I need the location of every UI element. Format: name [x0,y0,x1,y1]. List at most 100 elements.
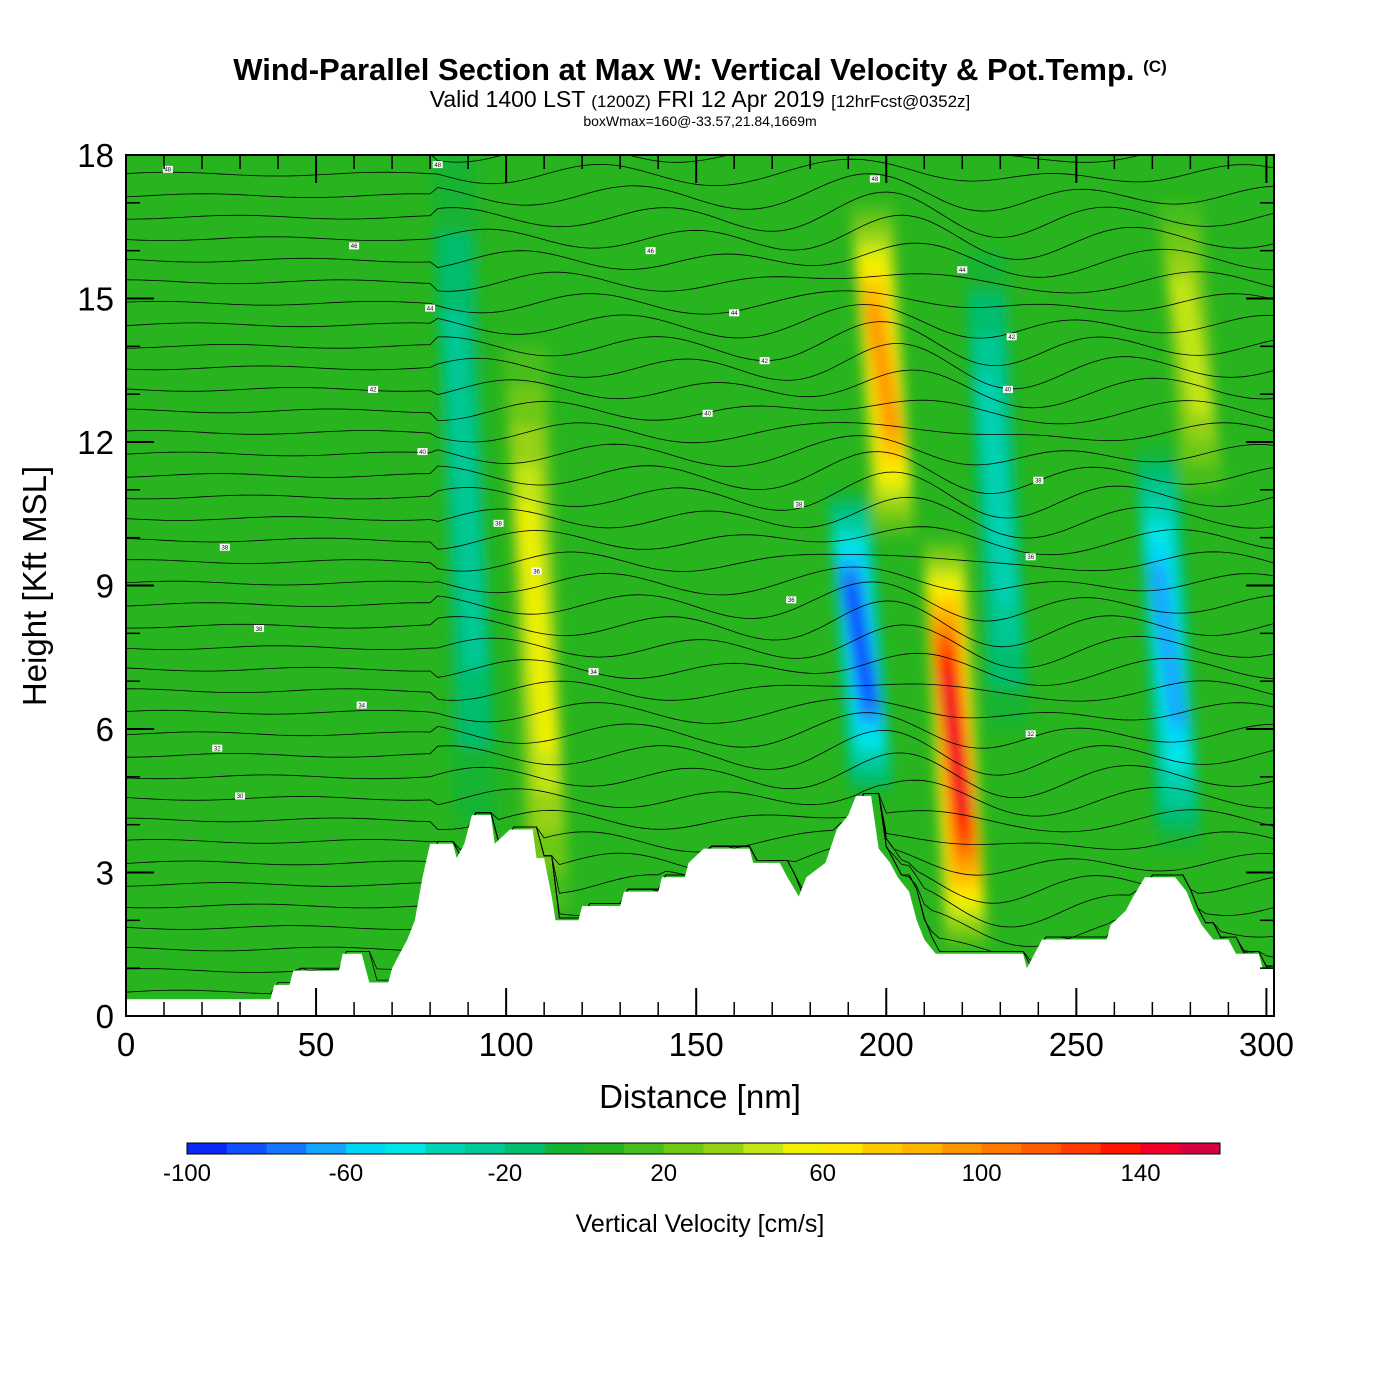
valid-utc: (1200Z) [591,92,651,111]
x-tick-label: 0 [117,1026,135,1063]
isentrope-19 [126,566,1274,596]
isentrope-label-16: 38 [493,519,504,528]
terrain [126,796,1274,1016]
colorbar-title: Vertical Velocity [cm/s] [576,1210,825,1238]
forecast-info: [12hrFcst@0352z] [831,92,971,111]
isentrope-label-text: 42 [761,359,768,365]
isentrope-label-text: 48 [164,168,171,174]
isentrope-9 [126,779,1274,817]
y-tick-label: 12 [77,424,114,461]
velocity-plume-6-level-7 [1148,563,1188,727]
isentrope-label-bg [425,304,436,312]
isentrope-25 [126,435,1274,467]
isentrope-label-text: 40 [704,412,711,418]
isentrope-16 [126,624,1274,669]
isentrope-label-4: 44 [425,304,436,312]
colorbar-swatch [981,1143,1022,1154]
isentrope-label-text: 34 [590,670,597,676]
isentrope-26 [126,422,1274,444]
y-tick-label: 18 [77,137,114,174]
colorbar-swatch [385,1143,426,1154]
isentrope-label-bg [432,161,443,169]
isentrope-label-bg [531,567,542,575]
isentrope-label-bg [729,309,740,317]
isentrope-label-7: 44 [957,266,968,274]
isentrope-label-text: 38 [1035,478,1042,484]
isentrope-18 [126,581,1274,622]
velocity-plume-0-level-3 [442,311,488,669]
isentrope-label-bg [759,357,770,365]
title-block: Wind-Parallel Section at Max W: Vertical… [0,50,1400,129]
colorbar-swatch [226,1143,267,1154]
isentrope-label-bg [793,500,804,508]
isentrope-23 [126,471,1274,519]
isentrope-label-23: 34 [356,701,367,709]
colorbar-swatch [1140,1143,1181,1154]
isentrope-12 [126,712,1274,749]
isentrope-24 [126,451,1274,494]
isentrope-label-text: 38 [256,627,263,633]
isentrope-label-26: 30 [235,792,246,800]
colorbar-tick-label: 100 [962,1160,1002,1187]
isentrope-label-bg [645,247,656,255]
isentrope-33 [126,271,1274,294]
colorbar-swatch [663,1143,704,1154]
colorbar-tick-label: 140 [1121,1160,1161,1187]
isentrope-27 [126,399,1274,425]
isentrope-label-12: 40 [1002,385,1013,394]
isentrope-34 [126,242,1274,278]
isentrope-label-bg [702,409,713,417]
isentrope-label-text: 38 [495,522,502,528]
valid-prefix: Valid 1400 LST [429,86,585,112]
isentrope-label-text: 38 [795,502,802,508]
isentrope-label-1: 48 [432,161,443,169]
velocity-plume-1-level-5 [516,504,558,753]
isentrope-35 [126,214,1274,260]
isentrope-label-bg [1033,476,1044,484]
colorbar-tick-label: 20 [650,1160,677,1187]
colorbar-swatch [425,1143,466,1154]
isentrope-label-bg [254,625,265,633]
valid-date: FRI 12 Apr 2019 [657,86,825,112]
isentrope-label-text: 44 [959,268,966,274]
colorbar-swatch [266,1143,307,1154]
isentrope-label-text: 36 [533,569,540,575]
isentrope-label-bg [1025,730,1036,738]
isentrope-label-10: 42 [368,385,379,394]
isentrope-label-8: 42 [1006,333,1017,341]
chart-title: Wind-Parallel Section at Max W: Vertical… [0,50,1400,87]
isentrope-label-bg [869,175,880,183]
x-tick-label: 150 [669,1026,724,1063]
valid-time: Valid 1400 LST (1200Z) FRI 12 Apr 2019 [… [0,87,1400,114]
colorbar-swatch [902,1143,943,1154]
isentrope-label-text: 30 [237,794,244,800]
velocity-plume-2-level-9 [841,585,879,701]
colorbar-swatch [1021,1143,1062,1154]
colorbar-swatch [1100,1143,1142,1154]
isentrope-label-bg [349,242,360,250]
colorbar-frame [186,1142,1221,1155]
isentrope-label-bg [957,266,968,274]
isentrope-label-17: 38 [219,543,230,551]
x-tick-label: 250 [1049,1026,1104,1063]
x-axis-title: Distance [nm] [599,1078,801,1115]
isentrope-label-bg [1025,553,1036,561]
colorbar-swatch [624,1143,665,1154]
colorbar-swatch [345,1143,387,1154]
isentrope-7 [126,793,1274,853]
velocity-plume-3-level-9 [864,307,902,434]
isentrope-21 [126,526,1274,556]
colorbar-tick-label: -60 [329,1160,364,1187]
y-tick-label: 0 [96,998,114,1035]
isentrope-label-13: 40 [417,448,428,456]
isentrope-label-3: 46 [645,247,656,255]
isentrope-17 [126,600,1274,648]
isentrope-label-bg [1006,333,1017,341]
isentrope-label-text: 40 [419,450,426,456]
y-tick-label: 15 [77,281,114,318]
isentrope-label-text: 44 [731,311,738,317]
isentrope-label-text: 32 [1027,732,1034,738]
colorbar-swatch [782,1143,824,1154]
colorbar-swatch [1180,1143,1221,1154]
